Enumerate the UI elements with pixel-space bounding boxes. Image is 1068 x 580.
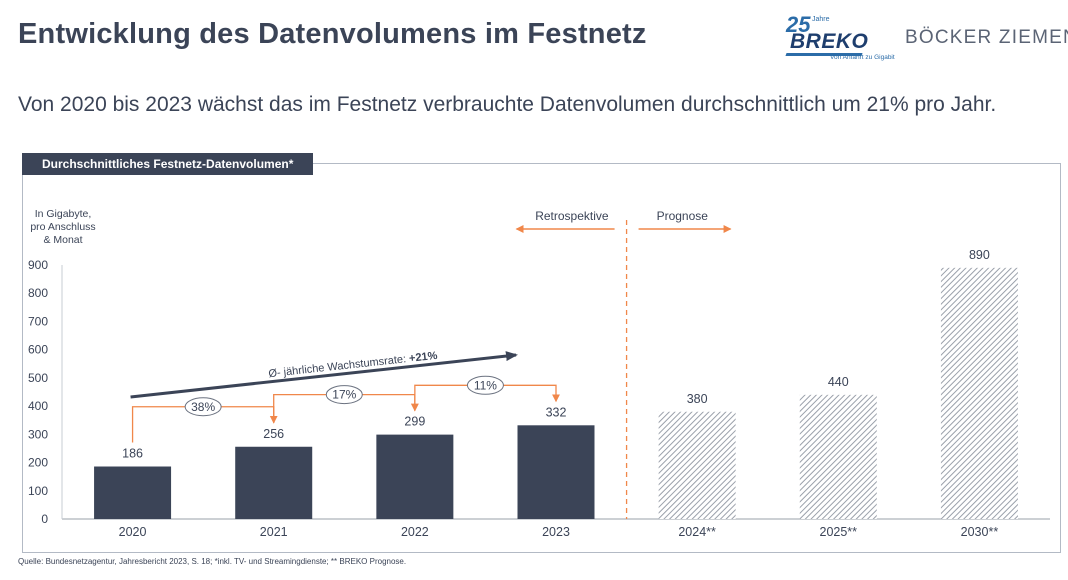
chart-panel-tab: Durchschnittliches Festnetz-Datenvolumen…: [22, 153, 314, 175]
y-axis-unit-line: pro Anschluss: [30, 221, 96, 233]
prognose-label: Prognose: [657, 209, 709, 223]
y-tick-label: 100: [28, 484, 48, 498]
bar-value-label: 890: [969, 248, 990, 262]
growth-rate-label: 17%: [332, 388, 356, 402]
bar-value-label: 380: [687, 392, 708, 406]
retrospektive-label: Retrospektive: [535, 209, 609, 223]
bar-2023: [517, 425, 595, 519]
y-axis-unit-line: & Monat: [43, 234, 83, 246]
bar-2024: [658, 411, 736, 519]
y-tick-label: 0: [41, 512, 48, 526]
page-title: Entwicklung des Datenvolumens im Festnet…: [18, 18, 647, 50]
y-tick-label: 700: [28, 314, 48, 328]
x-tick-label: 2022: [401, 525, 429, 539]
y-tick-label: 300: [28, 427, 48, 441]
trend-arrow: [130, 351, 518, 399]
x-tick-label: 2023: [542, 525, 570, 539]
growth-rate-label: 38%: [191, 400, 215, 414]
bar-value-label: 186: [122, 447, 143, 461]
trend-label-value: +21%: [408, 350, 438, 365]
x-tick-label: 2024**: [678, 525, 716, 539]
bar-2030: [940, 267, 1018, 519]
bar-2022: [376, 434, 454, 519]
breko-logo: 25 Jahre BREKO Von Anfahrt zu Gigabit: [785, 12, 896, 64]
y-tick-label: 600: [28, 343, 48, 357]
bar-value-label: 440: [828, 375, 849, 389]
breko-tagline: Von Anfahrt zu Gigabit: [830, 54, 895, 61]
y-tick-label: 400: [28, 399, 48, 413]
x-tick-label: 2020: [119, 525, 147, 539]
growth-rate-bubble: [466, 375, 504, 395]
partner-logo: BÖCKER ZIEMEN: [905, 27, 1068, 48]
trend-label-text: Ø- jährliche Wachstumsrate:: [268, 353, 410, 380]
x-tick-label: 2025**: [820, 525, 858, 539]
y-tick-label: 200: [28, 456, 48, 470]
breko-anniversary-number: 25: [786, 12, 811, 37]
breko-wordmark: BREKO: [790, 30, 869, 53]
bar-value-label: 299: [404, 415, 425, 429]
growth-rate-bubble: [325, 385, 363, 405]
y-tick-label: 800: [28, 286, 48, 300]
source-footnote: Quelle: Bundesnetzagentur, Jahresbericht…: [18, 557, 407, 566]
breko-anniversary-text: Jahre: [812, 16, 830, 23]
bar-2021: [235, 446, 313, 519]
y-tick-label: 900: [28, 258, 48, 272]
chart-panel: [22, 163, 1061, 553]
bar-value-label: 332: [546, 405, 567, 419]
bar-value-label: 256: [263, 427, 284, 441]
bar-2020: [94, 466, 172, 519]
x-tick-label: 2021: [260, 525, 288, 539]
y-axis-unit-label: In Gigabyte, pro Anschluss & Monat: [22, 208, 104, 247]
page-subtitle: Von 2020 bis 2023 wächst das im Festnetz…: [18, 93, 997, 116]
growth-rate-label: 11%: [474, 378, 497, 392]
x-tick-label: 2030**: [961, 525, 999, 539]
bar-2025: [799, 394, 877, 519]
y-tick-label: 500: [28, 371, 48, 385]
y-axis-unit-line: In Gigabyte,: [34, 208, 92, 220]
growth-rate-bubble: [184, 397, 222, 417]
